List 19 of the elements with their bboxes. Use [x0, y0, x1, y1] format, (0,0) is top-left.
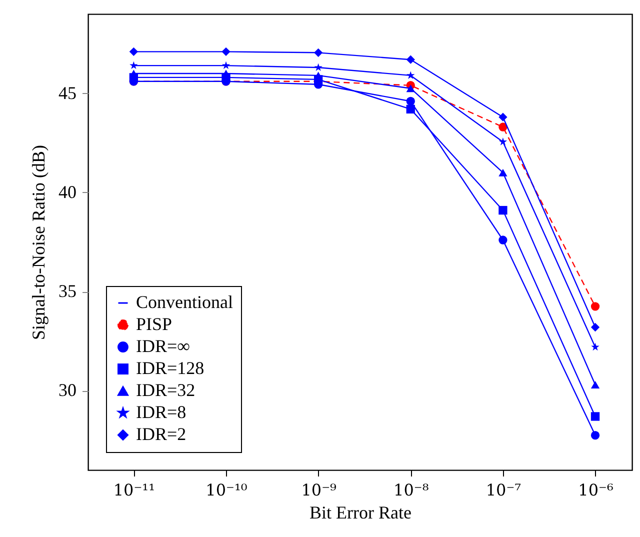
x-axis-title: Bit Error Rate [310, 502, 412, 522]
legend-label: IDR=∞ [136, 336, 190, 356]
legend-label: Conventional [136, 292, 233, 312]
x-tick-label: 10⁻⁹ [301, 480, 338, 500]
x-tick-label: 10⁻⁶ [578, 480, 614, 500]
y-axis-title: Signal-to-Noise Ratio (dB) [28, 145, 48, 340]
x-tick-label: 10⁻¹⁰ [206, 480, 248, 500]
y-tick-label: 40 [58, 182, 76, 202]
y-tick-label: 30 [58, 380, 76, 400]
legend-label: IDR=32 [136, 380, 196, 400]
y-tick-label: 35 [58, 281, 76, 302]
legend-label: IDR=128 [136, 358, 204, 378]
legend-label: IDR=2 [136, 424, 186, 444]
x-tick-label: 10⁻⁷ [486, 480, 522, 500]
x-tick-label: 10⁻⁸ [394, 480, 429, 500]
legend-label: IDR=8 [136, 402, 186, 422]
x-tick-label: 10⁻¹¹ [113, 480, 156, 500]
y-tick-label: 45 [58, 82, 76, 103]
legend-label: PISP [136, 314, 172, 334]
